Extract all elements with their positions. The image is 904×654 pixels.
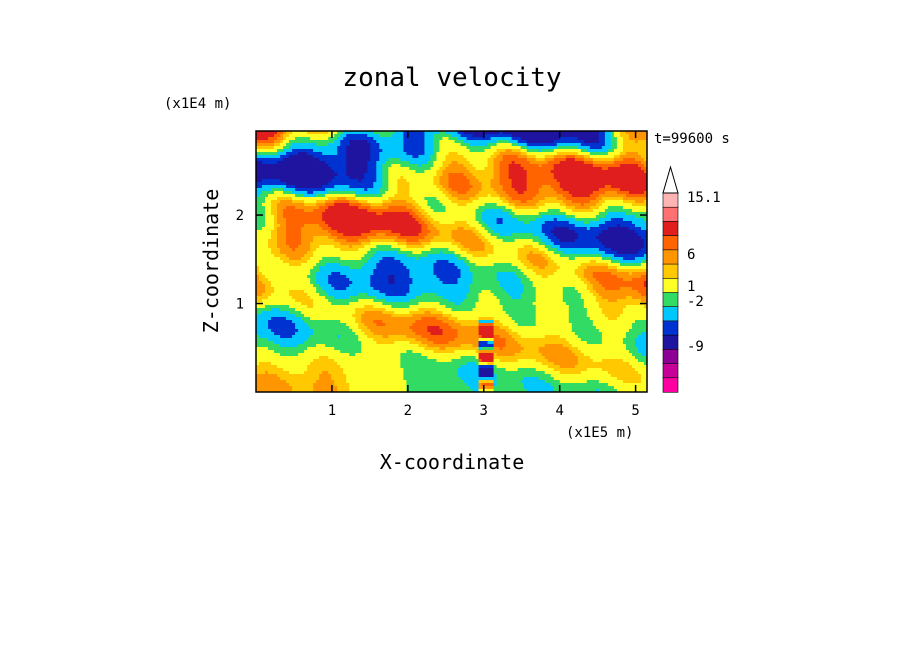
colorbar-swatch: [662, 192, 679, 208]
colorbar-swatch: [662, 363, 679, 379]
colorbar-swatch: [662, 377, 679, 393]
chart-title: zonal velocity: [342, 63, 561, 93]
colorbar-swatch: [662, 306, 679, 322]
x-tick-label: 2: [404, 403, 412, 419]
x-tick-label: 4: [555, 403, 563, 419]
y-unit-label: (x1E4 m): [164, 96, 231, 112]
colorbar-swatch: [662, 249, 679, 265]
colorbar-label: -9: [687, 339, 704, 355]
colorbar: 15.1 6 1-2 -9: [662, 165, 721, 393]
y-axis-label: Z-coordinate: [199, 189, 223, 334]
colorbar-label: 15.1: [687, 190, 721, 206]
colorbar-label: 1: [687, 279, 695, 295]
colorbar-swatch: [662, 334, 679, 350]
colorbar-swatch: [662, 320, 679, 336]
colorbar-swatch: [662, 221, 679, 237]
colorbar-swatch: [662, 277, 679, 294]
colorbar-swatch: [662, 292, 679, 308]
colorbar-overflow-arrow: [662, 165, 679, 194]
x-axis: 1 2 3 4 5: [328, 131, 640, 419]
time-label: t=99600 s: [654, 131, 730, 147]
y-tick-label: 1: [236, 297, 244, 313]
x-tick-label: 1: [328, 403, 336, 419]
colorbar-label: 6: [687, 247, 695, 263]
y-tick-label: 2: [236, 208, 244, 224]
colorbar-swatch: [662, 349, 679, 365]
plot-frame: [255, 130, 648, 393]
y-axis: 12: [236, 208, 647, 313]
colorbar-swatch: [662, 206, 679, 223]
x-unit-label: (x1E5 m): [566, 425, 633, 441]
colorbar-label: -2: [687, 294, 704, 310]
x-tick-label: 5: [631, 403, 639, 419]
colorbar-swatch: [662, 263, 679, 279]
x-axis-label: X-coordinate: [380, 450, 525, 474]
velocity-field: [256, 131, 647, 392]
colorbar-swatch: [662, 235, 679, 251]
x-tick-label: 3: [480, 403, 488, 419]
